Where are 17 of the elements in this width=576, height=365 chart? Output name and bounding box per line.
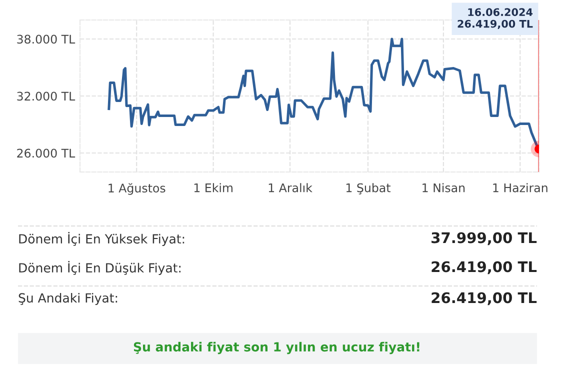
text: Dönem İçi En Yüksek Fiyat: — [19, 232, 184, 246]
annotation: 16.06.2024 26.419,00 TL — [458, 8, 533, 30]
text: 37.999,00 TL — [432, 232, 537, 246]
text: Şu Andaki Fiyat: — [18, 292, 118, 306]
x-tick-label: 1 Haziran — [493, 183, 548, 192]
text: 26.419,00 TL — [432, 261, 537, 274]
x-tick-label: 1 Ekim — [194, 183, 232, 192]
text: 26.419,00 TL — [432, 292, 537, 306]
x-tick-label: 1 Şubat — [346, 183, 390, 194]
x-tick-label: 1 Ağustos — [108, 183, 166, 195]
x-tick-label: 1 Nisan — [422, 183, 465, 192]
text: Dönem İçi En Düşük Fiyat: — [19, 261, 180, 275]
y-tick-label: 26.000 TL — [17, 148, 76, 158]
y-tick-label: 32.000 TL — [17, 92, 76, 101]
text: Şu andaki fiyat son 1 yılın en ucuz fiyatı! — [134, 342, 420, 354]
y-tick-label: 38.000 TL — [17, 34, 76, 44]
x-tick-label: 1 Aralık — [268, 183, 312, 192]
